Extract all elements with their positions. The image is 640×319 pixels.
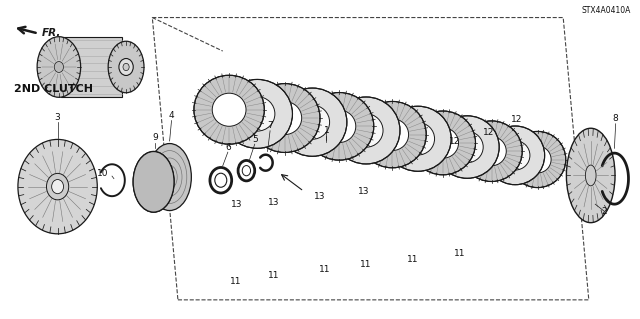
Ellipse shape	[278, 88, 347, 156]
Text: 11: 11	[268, 271, 280, 279]
Ellipse shape	[376, 119, 408, 151]
Ellipse shape	[37, 37, 81, 97]
Text: 11: 11	[454, 249, 465, 258]
Ellipse shape	[435, 116, 499, 178]
Text: 11: 11	[230, 277, 241, 286]
Ellipse shape	[133, 151, 174, 212]
Ellipse shape	[401, 122, 435, 155]
Ellipse shape	[428, 128, 458, 158]
Ellipse shape	[18, 139, 97, 234]
Text: FR.: FR.	[42, 28, 61, 38]
Text: 11: 11	[407, 255, 419, 263]
Text: 13: 13	[268, 198, 280, 207]
Ellipse shape	[47, 174, 68, 200]
Text: 9: 9	[152, 133, 157, 142]
Ellipse shape	[295, 105, 330, 139]
Ellipse shape	[410, 111, 476, 175]
Ellipse shape	[123, 63, 129, 70]
Text: 6: 6	[225, 143, 230, 152]
Text: 3: 3	[55, 113, 60, 122]
Text: STX4A0410A: STX4A0410A	[581, 6, 630, 15]
Ellipse shape	[332, 97, 400, 164]
Ellipse shape	[194, 75, 264, 144]
Text: 10: 10	[97, 169, 108, 178]
Ellipse shape	[119, 58, 133, 76]
Ellipse shape	[385, 106, 451, 171]
Ellipse shape	[323, 110, 356, 143]
Text: 12: 12	[483, 128, 495, 137]
Ellipse shape	[138, 160, 169, 204]
Ellipse shape	[250, 84, 320, 152]
Ellipse shape	[240, 97, 275, 131]
Ellipse shape	[486, 126, 545, 185]
Text: 8: 8	[613, 114, 618, 123]
Ellipse shape	[222, 79, 292, 148]
Ellipse shape	[509, 131, 566, 188]
Ellipse shape	[135, 154, 172, 210]
Text: 11: 11	[360, 260, 372, 269]
Ellipse shape	[212, 93, 246, 126]
Ellipse shape	[524, 146, 551, 173]
Ellipse shape	[477, 137, 506, 166]
Text: 13: 13	[358, 187, 369, 196]
Ellipse shape	[566, 128, 615, 223]
Ellipse shape	[586, 165, 596, 186]
Text: 12: 12	[449, 137, 460, 146]
Text: 12: 12	[511, 115, 523, 124]
Ellipse shape	[54, 62, 63, 72]
Text: 1: 1	[324, 126, 329, 135]
Ellipse shape	[140, 162, 167, 202]
Ellipse shape	[52, 180, 63, 194]
Ellipse shape	[349, 114, 383, 147]
Text: 5: 5	[252, 135, 257, 144]
Ellipse shape	[136, 157, 171, 207]
Bar	[61, 37, 122, 97]
Text: 11: 11	[319, 265, 330, 274]
Ellipse shape	[148, 144, 191, 211]
Ellipse shape	[305, 93, 374, 160]
Text: 2ND CLUTCH: 2ND CLUTCH	[14, 84, 93, 94]
Text: 13: 13	[314, 192, 326, 201]
Ellipse shape	[108, 41, 144, 93]
Text: 4: 4	[169, 111, 174, 120]
Text: 7: 7	[268, 121, 273, 130]
Text: 2: 2	[602, 207, 607, 216]
Ellipse shape	[358, 101, 426, 168]
Text: 13: 13	[231, 200, 243, 209]
Ellipse shape	[268, 101, 301, 135]
Ellipse shape	[500, 141, 530, 170]
Ellipse shape	[451, 131, 483, 163]
Ellipse shape	[461, 121, 522, 182]
